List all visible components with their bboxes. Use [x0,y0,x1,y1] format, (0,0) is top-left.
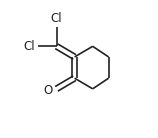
Text: Cl: Cl [24,40,35,53]
Text: O: O [43,84,52,97]
Text: Cl: Cl [51,12,62,25]
